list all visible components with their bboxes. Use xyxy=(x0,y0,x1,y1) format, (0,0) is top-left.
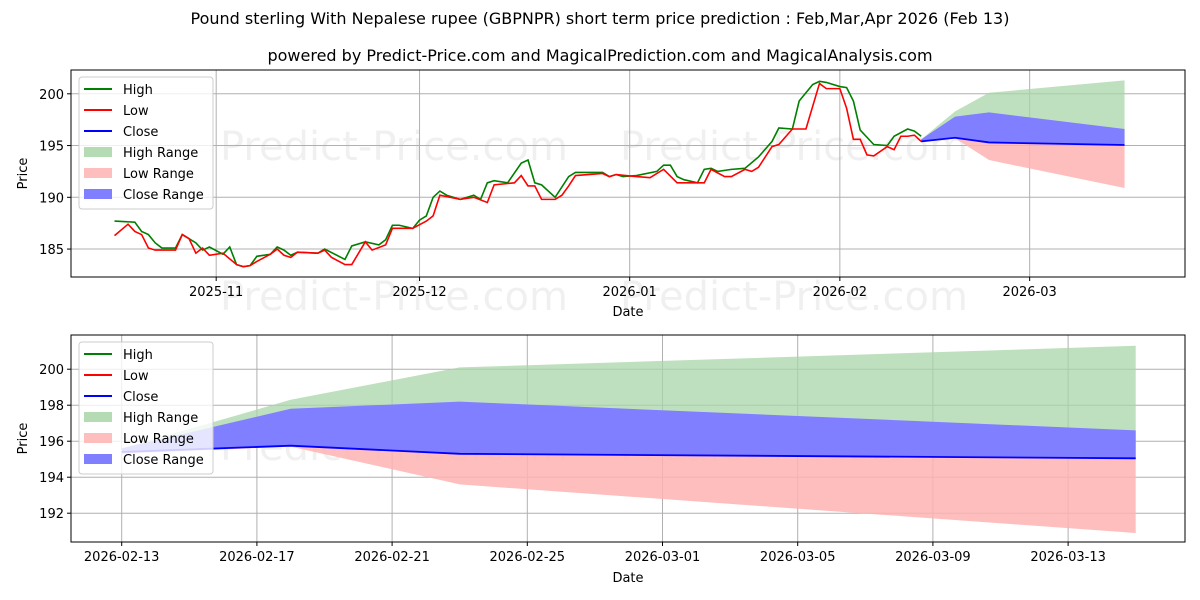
legend-label: Low Range xyxy=(123,167,194,182)
legend-box xyxy=(78,76,214,210)
y-axis-label: Price xyxy=(16,158,31,190)
legend-label: Close xyxy=(123,390,158,405)
low-range-area xyxy=(921,137,1125,188)
legend-swatch-close-range xyxy=(84,454,112,464)
legend-label: Close xyxy=(123,125,158,140)
x-tick-label: 2025-11 xyxy=(189,285,243,300)
x-tick-label: 2026-02-17 xyxy=(219,550,295,565)
legend-swatch-high-range xyxy=(84,147,112,157)
legend-label: Low xyxy=(123,369,149,384)
y-tick-label: 192 xyxy=(39,507,64,522)
x-tick-label: 2025-12 xyxy=(392,285,446,300)
legend-label: High Range xyxy=(123,146,198,161)
chart-subtitle: powered by Predict-Price.com and Magical… xyxy=(267,46,933,65)
chart-1: Predict-Price.com Predict-Price.com Predic… xyxy=(16,69,1186,320)
legend-label: High Range xyxy=(123,411,198,426)
legend-label: Close Range xyxy=(123,453,204,468)
x-axis-label: Date xyxy=(612,305,643,320)
x-tick-label: 2026-02-21 xyxy=(354,550,430,565)
legend-label: Close Range xyxy=(123,188,204,203)
watermark: Predict-Price.com xyxy=(220,124,568,170)
y-tick-label: 195 xyxy=(39,140,64,155)
y-axis-label: Price xyxy=(16,423,31,455)
low-line xyxy=(113,82,922,268)
y-tick-label: 185 xyxy=(39,243,64,258)
y-tick-label: 200 xyxy=(39,88,64,103)
x-tick-label: 2026-02 xyxy=(813,285,867,300)
y-tick-label: 200 xyxy=(39,363,64,378)
legend: High Low Close High Range Low Range Close Ran… xyxy=(78,341,214,475)
y-tick-label: 190 xyxy=(39,191,64,206)
close-range-area xyxy=(121,401,1136,459)
chart-2: Predict-Price.comPredict-Price.com192194… xyxy=(16,334,1186,586)
x-tick-label: 2026-01 xyxy=(603,285,657,300)
chart-title: Pound sterling With Nepalese rupee (GBPN… xyxy=(190,9,1010,28)
x-tick-label: 2026-03-01 xyxy=(625,550,701,565)
legend-label: High xyxy=(123,348,153,363)
watermark: Predict-Price.com xyxy=(620,274,968,320)
legend-label: High xyxy=(123,83,153,98)
x-tick-label: 2026-02-25 xyxy=(490,550,566,565)
watermark: Predict-Price.com xyxy=(620,124,968,170)
close-line xyxy=(921,136,1125,146)
high-line xyxy=(114,80,922,268)
watermark: Predict-Price.com xyxy=(220,274,568,320)
x-tick-label: 2026-02-13 xyxy=(84,550,160,565)
x-tick-label: 2026-03 xyxy=(1002,285,1056,300)
x-tick-label: 2026-03-05 xyxy=(760,550,836,565)
legend-label: Low xyxy=(123,104,149,119)
legend-swatch-low-range xyxy=(84,433,112,443)
y-tick-label: 196 xyxy=(39,435,64,450)
legend-box xyxy=(78,341,214,475)
y-tick-label: 198 xyxy=(39,399,64,414)
low-range-area xyxy=(121,445,1136,533)
legend-swatch-close-range xyxy=(84,189,112,199)
y-tick-label: 194 xyxy=(39,471,64,486)
legend: High Low Close High Range Low Range Close Ran… xyxy=(78,76,214,210)
x-tick-label: 2026-03-09 xyxy=(895,550,971,565)
x-axis-label: Date xyxy=(612,571,643,586)
axes-frame xyxy=(70,69,1186,278)
legend-swatch-high-range xyxy=(84,412,112,422)
close-range-area xyxy=(921,112,1125,146)
x-tick-label: 2026-03-13 xyxy=(1030,550,1106,565)
legend-swatch-low-range xyxy=(84,168,112,178)
legend-label: Low Range xyxy=(123,432,194,447)
axes-frame xyxy=(70,334,1186,543)
